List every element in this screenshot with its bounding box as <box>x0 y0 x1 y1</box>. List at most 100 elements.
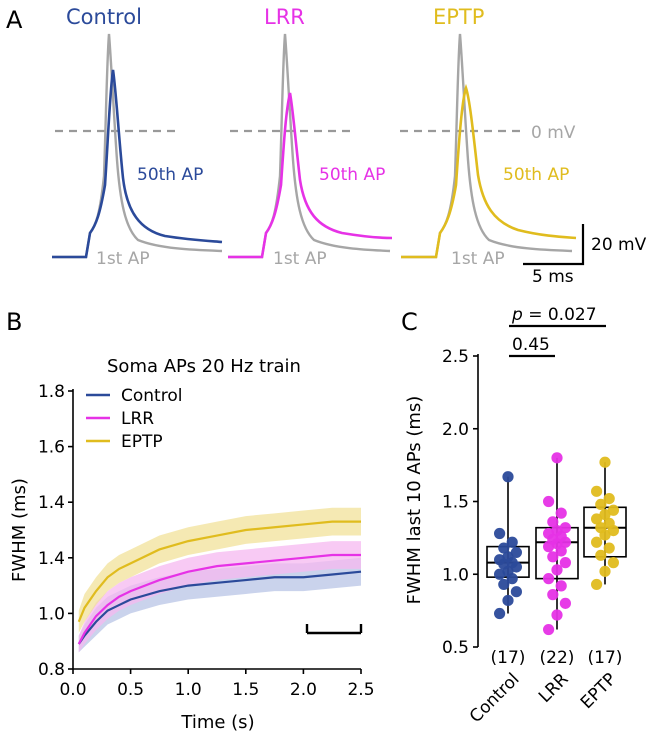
lrr-data-point <box>555 507 567 519</box>
scale-bar <box>523 224 585 266</box>
panel-letter-a: A <box>6 6 23 34</box>
lrr-fwhm-line <box>77 553 361 645</box>
eptp-n-label: (17) <box>588 648 623 668</box>
eptp-data-point <box>599 456 611 468</box>
panel-letter-b: B <box>6 308 22 336</box>
eptp-data-point <box>603 517 615 529</box>
lrr-data-point <box>543 527 555 540</box>
panel-b-xtick-label: 1.0 <box>175 680 202 700</box>
control-category-label: Control <box>466 669 524 727</box>
eptp-data-point <box>599 565 611 577</box>
eptp-data-point <box>607 557 620 569</box>
panel-b-ytick-label: 0.8 <box>38 660 65 680</box>
control-data-point <box>494 607 506 620</box>
lrr-data-point <box>551 609 563 621</box>
eptp-data-point <box>591 485 603 497</box>
panel-c-ytick-label: 2.0 <box>442 420 469 440</box>
control-data-point <box>510 546 522 559</box>
lrr-category-label: LRR <box>535 669 573 707</box>
eptp-1st-ap-label: 1st AP <box>451 249 505 269</box>
eptp-data-point <box>595 498 607 511</box>
lrr-data-point <box>551 564 563 576</box>
panel-c-points <box>494 452 620 636</box>
zero-mv-label: 0 mV <box>531 123 576 143</box>
panel-c-axes: 0.5 1.0 1.5 2.0 2.5 <box>442 347 479 658</box>
control-n-label: (17) <box>491 648 526 668</box>
eptp-data-point <box>599 508 611 521</box>
comparison-eptp-p-symbol: p <box>511 305 523 325</box>
panel-a: A Control LRR EPTP 0 mV 50th AP 1st AP 5… <box>6 5 647 287</box>
panel-b-legend: Control LRR EPTP <box>86 386 182 452</box>
control-data-point <box>494 554 506 566</box>
fwhm-mean-lines <box>77 520 362 645</box>
eptp-data-point <box>591 536 603 548</box>
eptp-category-label: EPTP <box>577 669 621 713</box>
voltage-scale-label: 20 mV <box>591 235 647 255</box>
control-first-ap-trace <box>52 33 223 259</box>
panel-c: C FWHM last 10 APs (ms) 0.51.01.52.02.5 … <box>401 305 627 727</box>
lrr-n-label: (22) <box>540 648 575 668</box>
lrr-data-point <box>543 623 555 636</box>
panel-b-xtick-label: 2.0 <box>290 680 317 700</box>
lrr-data-point <box>543 495 555 508</box>
eptp-fwhm-line <box>77 520 361 623</box>
lrr-data-point <box>555 580 567 592</box>
lrr-sem-band <box>78 541 361 653</box>
control-1st-ap-label: 1st AP <box>96 249 150 269</box>
lrr-data-point <box>547 516 559 528</box>
eptp-title: EPTP <box>433 5 484 29</box>
comparison-lrr-pvalue: 0.45 <box>512 335 550 355</box>
panel-b: B Soma APs 20 Hz train 0.8 1.0 1.4 1.4 1.6 1.… <box>6 308 375 733</box>
panel-b-ytick-label: 1.0 <box>38 604 65 624</box>
lrr-data-point <box>547 589 559 601</box>
comparison-eptp-pvalue: p = 0.027 <box>511 305 597 325</box>
lrr-data-point <box>543 573 555 585</box>
legend-lrr-label: LRR <box>121 409 154 429</box>
panel-c-ylabel: FWHM last 10 APs (ms) <box>404 396 425 605</box>
eptp-50th-ap-trace <box>401 83 577 259</box>
lrr-50th-ap-trace <box>228 92 393 259</box>
eptp-data-point <box>591 513 603 525</box>
eptp-data-point <box>607 504 620 516</box>
panel-b-xtick-label: 2.5 <box>347 680 374 700</box>
control-fwhm-line <box>77 570 362 645</box>
lrr-data-point <box>559 522 572 534</box>
eptp-data-point <box>595 522 607 534</box>
time-scale-label: 5 ms <box>532 267 574 287</box>
comparison-eptp-p-value: = 0.027 <box>523 305 597 325</box>
lrr-data-point <box>559 597 572 609</box>
lrr-1st-ap-label: 1st AP <box>273 249 327 269</box>
eptp-data-point <box>603 492 615 505</box>
panel-b-ytick-label: 1.8 <box>38 382 65 402</box>
panel-b-title: Soma APs 20 Hz train <box>107 356 301 377</box>
control-data-point <box>494 527 506 540</box>
control-data-point <box>498 542 510 554</box>
legend-eptp-label: EPTP <box>121 432 163 452</box>
eptp-sem-band <box>78 507 361 633</box>
panel-c-ytick-label: 1.5 <box>442 493 469 513</box>
lrr-first-ap-trace <box>228 33 391 259</box>
panel-c-labels: (17) (22) (17)Control LRR EPTP <box>466 648 623 727</box>
control-data-point <box>502 551 514 563</box>
panel-b-xtick-label: 0.5 <box>117 680 144 700</box>
control-data-point <box>510 586 522 598</box>
panel-c-ytick-label: 2.5 <box>442 347 469 367</box>
eptp-data-point <box>595 549 607 561</box>
control-data-point <box>502 471 514 483</box>
panel-b-ytick-label: 1.6 <box>38 438 65 458</box>
lrr-data-point <box>559 557 572 569</box>
panel-b-xtick-label: 0.0 <box>59 680 86 700</box>
lrr-data-point <box>551 525 563 537</box>
eptp-50th-ap-label: 50th AP <box>503 165 569 185</box>
control-data-point <box>494 568 506 580</box>
lrr-data-point <box>547 551 559 563</box>
control-50th-ap-trace <box>52 69 223 259</box>
fwhm-sem-bands <box>78 507 361 653</box>
panel-b-ytick-label: 1.4 <box>38 549 65 569</box>
lrr-data-point <box>551 452 563 464</box>
lrr-title: LRR <box>264 5 305 29</box>
control-data-point <box>498 578 510 591</box>
panel-b-xtick-label: 1.5 <box>232 680 259 700</box>
control-50th-ap-label: 50th AP <box>137 165 203 185</box>
